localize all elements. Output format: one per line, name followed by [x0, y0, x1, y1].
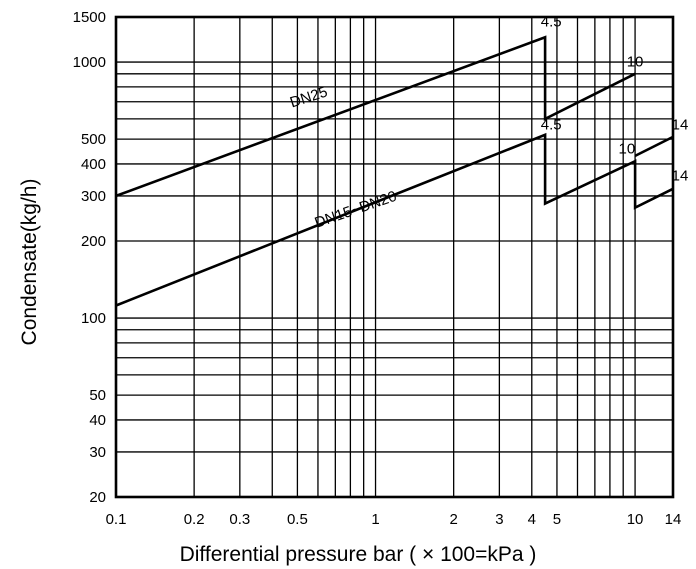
- annotation-label: 10: [627, 54, 644, 71]
- y-axis-title: Condensate(kg/h): [18, 179, 41, 346]
- y-tick-label: 100: [81, 310, 106, 327]
- annotation-label: 4.5: [541, 13, 562, 30]
- annotation-label: 4.5: [541, 117, 562, 134]
- series-line-0: [115, 35, 636, 198]
- y-tick-label: 500: [81, 131, 106, 148]
- y-tick-label: 50: [89, 387, 106, 404]
- annotation-label: 14: [672, 117, 689, 134]
- x-tick-label: 0.3: [229, 511, 250, 528]
- y-tick-label: 20: [89, 489, 106, 506]
- gridlines: [116, 17, 673, 497]
- y-tick-label: 400: [81, 156, 106, 173]
- x-tick-label: 14: [665, 511, 682, 528]
- series-line-2: [634, 135, 674, 158]
- x-tick-label: 0.1: [106, 511, 127, 528]
- x-tick-label: 4: [528, 511, 536, 528]
- x-tick-label: 3: [495, 511, 503, 528]
- y-tick-label: 40: [89, 412, 106, 429]
- x-axis-title: Differential pressure bar ( × 100=kPa ): [180, 543, 537, 566]
- plot-frame: [114, 15, 675, 499]
- y-tick-label: 300: [81, 188, 106, 205]
- x-tick-label: 10: [627, 511, 644, 528]
- annotations: DN25 DN15~DN20 4.5 10 4.5 10 14 14: [288, 13, 688, 231]
- x-tick-label: 2: [449, 511, 457, 528]
- annotation-label: DN15~DN20: [313, 188, 399, 232]
- x-tick-label: 1: [371, 511, 379, 528]
- y-tick-label: 30: [89, 444, 106, 461]
- series-lines: [115, 35, 674, 307]
- annotation-label: 14: [672, 167, 689, 184]
- x-tick-label: 0.5: [287, 511, 308, 528]
- y-tick-label: 1000: [73, 54, 106, 71]
- y-tick-label: 1500: [73, 9, 106, 26]
- x-tick-label: 0.2: [184, 511, 205, 528]
- series-line-1: [115, 132, 674, 307]
- x-tick-label: 5: [553, 511, 561, 528]
- y-tick-label: 200: [81, 233, 106, 250]
- annotation-label: 10: [619, 140, 636, 157]
- x-tick-labels: 0.1 0.2 0.3 0.5 1 2 3 4 5 10 14: [106, 511, 682, 528]
- annotation-label: DN25: [288, 83, 330, 111]
- y-tick-labels: 20 30 40 50 100 200 300 400 500 1000 1500: [73, 9, 106, 506]
